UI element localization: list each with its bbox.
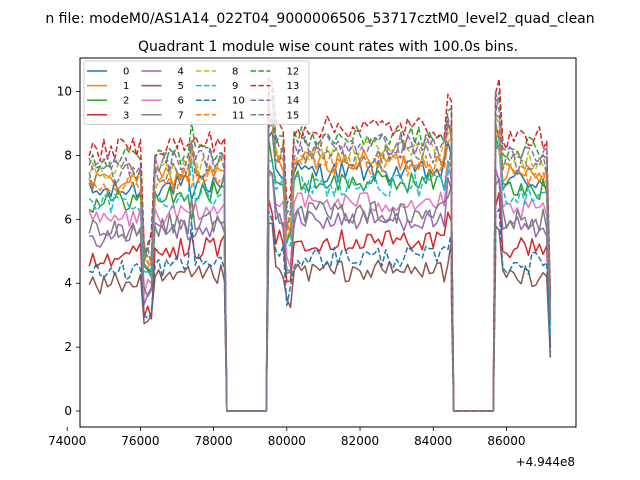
x-tick-label: 86000 (487, 434, 525, 448)
y-tick-label: 0 (64, 404, 72, 418)
legend-label: 11 (232, 110, 245, 121)
legend-label: 7 (178, 110, 184, 121)
y-tick-label: 8 (64, 148, 72, 162)
series-line-14 (88, 89, 552, 412)
legend-label: 14 (287, 96, 300, 107)
x-tick-label: 78000 (195, 434, 233, 448)
series-line-10 (88, 208, 552, 412)
legend-label: 8 (232, 67, 238, 78)
legend-label: 1 (123, 81, 129, 92)
legend-label: 2 (123, 96, 129, 107)
legend-label: 15 (287, 110, 300, 121)
legend-box (83, 60, 310, 125)
axes-frame (79, 57, 577, 428)
legend-label: 9 (232, 81, 238, 92)
x-tick-label: 74000 (48, 434, 86, 448)
x-axis-offset-label: +4.944e8 (516, 455, 575, 469)
chart-title: Quadrant 1 module wise count rates with … (138, 39, 518, 55)
legend-label: 0 (123, 67, 129, 78)
x-tick-label: 76000 (121, 434, 159, 448)
y-tick-label: 4 (64, 276, 72, 290)
plot-area (79, 57, 577, 428)
legend-label: 13 (287, 81, 300, 92)
y-axis: 0 2 4 6 8 10 (57, 85, 80, 418)
legend-label: 6 (178, 96, 184, 107)
legend-label: 4 (178, 67, 184, 78)
y-tick-label: 10 (57, 85, 72, 99)
x-tick-label: 82000 (341, 434, 379, 448)
legend-label: 12 (287, 67, 300, 78)
series-lines (88, 77, 552, 412)
x-axis: 74000 76000 78000 80000 82000 84000 86000 (48, 427, 526, 448)
y-tick-label: 2 (64, 340, 72, 354)
x-tick-label: 84000 (414, 434, 452, 448)
figure-suptitle: n file: modeM0/AS1A14_022T04_9000006506_… (45, 11, 594, 27)
legend-label: 10 (232, 96, 245, 107)
x-tick-label: 80000 (268, 434, 306, 448)
series-line-15 (88, 114, 552, 412)
y-tick-label: 6 (64, 212, 72, 226)
legend-label: 3 (123, 110, 129, 121)
legend-label: 5 (178, 81, 184, 92)
